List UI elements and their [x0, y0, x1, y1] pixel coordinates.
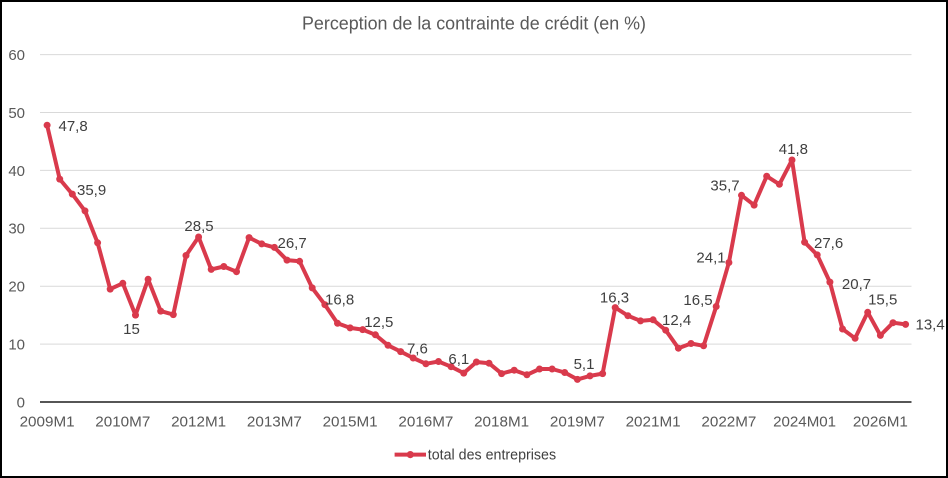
- svg-text:50: 50: [8, 105, 25, 122]
- svg-text:7,6: 7,6: [407, 340, 428, 357]
- svg-text:2015M1: 2015M1: [323, 414, 378, 431]
- svg-text:35,9: 35,9: [77, 182, 106, 199]
- svg-text:20: 20: [8, 279, 25, 296]
- svg-text:2009M1: 2009M1: [20, 414, 75, 431]
- svg-text:16,3: 16,3: [600, 290, 629, 307]
- svg-text:13,4: 13,4: [916, 317, 945, 334]
- svg-text:30: 30: [8, 221, 25, 238]
- svg-text:2013M7: 2013M7: [247, 414, 302, 431]
- svg-text:41,8: 41,8: [779, 141, 808, 158]
- svg-text:5,1: 5,1: [574, 356, 595, 373]
- svg-text:2010M7: 2010M7: [95, 414, 150, 431]
- svg-text:2019M7: 2019M7: [550, 414, 605, 431]
- svg-text:15: 15: [123, 321, 140, 338]
- svg-text:2018M1: 2018M1: [474, 414, 529, 431]
- svg-text:28,5: 28,5: [184, 218, 213, 235]
- svg-text:47,8: 47,8: [59, 118, 88, 135]
- svg-text:2012M1: 2012M1: [171, 414, 226, 431]
- svg-text:12,5: 12,5: [364, 314, 393, 331]
- svg-text:2016M7: 2016M7: [398, 414, 453, 431]
- svg-text:16,8: 16,8: [325, 292, 354, 309]
- svg-text:60: 60: [8, 47, 25, 64]
- svg-text:2021M1: 2021M1: [626, 414, 681, 431]
- svg-text:24,1: 24,1: [696, 250, 725, 267]
- svg-text:2024M01: 2024M01: [773, 414, 836, 431]
- svg-text:10: 10: [8, 337, 25, 354]
- svg-text:16,5: 16,5: [683, 292, 712, 309]
- svg-text:20,7: 20,7: [842, 276, 871, 293]
- svg-text:15,5: 15,5: [868, 291, 897, 308]
- svg-text:26,7: 26,7: [278, 235, 307, 252]
- svg-text:40: 40: [8, 163, 25, 180]
- svg-text:Perception de la contrainte de: Perception de la contrainte de crédit (e…: [302, 13, 646, 33]
- svg-text:12,4: 12,4: [662, 312, 691, 329]
- svg-text:35,7: 35,7: [710, 178, 739, 195]
- svg-text:total des entreprises: total des entreprises: [428, 447, 556, 464]
- svg-text:2022M7: 2022M7: [701, 414, 756, 431]
- svg-text:6,1: 6,1: [448, 351, 469, 368]
- svg-text:2026M1: 2026M1: [853, 414, 908, 431]
- svg-text:0: 0: [17, 394, 25, 411]
- svg-text:27,6: 27,6: [814, 235, 843, 252]
